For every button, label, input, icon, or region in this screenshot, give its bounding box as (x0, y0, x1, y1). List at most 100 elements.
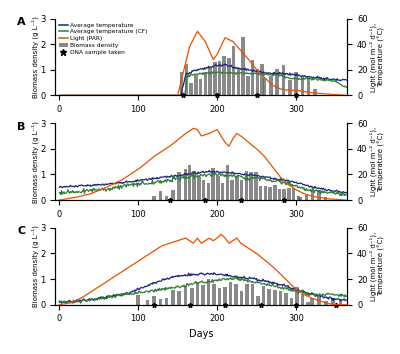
Bar (165, 196, 168, 200)
Bar (199, 79, 202, 95)
Bar (254, 172, 258, 200)
Bar (295, 287, 299, 305)
Bar (192, 171, 196, 200)
Bar (304, 195, 308, 200)
Bar (301, 77, 304, 95)
Bar (184, 64, 188, 95)
Bar (317, 296, 321, 305)
Y-axis label: Light (mol m⁻² d⁻¹),
Temperature (°C): Light (mol m⁻² d⁻¹), Temperature (°C) (369, 232, 385, 301)
Bar (324, 302, 328, 305)
Bar (190, 287, 194, 305)
Y-axis label: Light (mol m⁻² d⁻¹),
Temperature (°C): Light (mol m⁻² d⁻¹), Temperature (°C) (369, 22, 385, 92)
Bar (234, 284, 238, 305)
Bar (235, 177, 239, 200)
Y-axis label: Biomass density (g L⁻¹): Biomass density (g L⁻¹) (31, 121, 39, 202)
Bar (178, 172, 181, 200)
Bar (216, 176, 220, 200)
Bar (207, 279, 210, 305)
Bar (242, 37, 245, 95)
Bar (269, 76, 272, 95)
Bar (197, 177, 201, 200)
Text: C: C (17, 226, 26, 236)
Bar (178, 291, 181, 305)
Bar (213, 63, 216, 95)
Bar (218, 288, 221, 305)
Bar (152, 296, 156, 305)
Bar (338, 299, 342, 305)
Bar (311, 190, 314, 200)
Bar (212, 284, 216, 305)
Bar (256, 69, 259, 95)
Bar (275, 69, 279, 95)
Bar (212, 168, 215, 200)
Bar (232, 46, 236, 95)
Bar (201, 285, 205, 305)
Bar (324, 197, 327, 200)
Bar (273, 290, 276, 305)
Bar (188, 165, 191, 200)
Bar (245, 284, 249, 305)
Bar (189, 82, 193, 95)
Text: A: A (17, 17, 26, 27)
Bar (332, 298, 335, 305)
Bar (207, 183, 210, 200)
Bar (244, 171, 248, 200)
Bar (223, 287, 227, 305)
Bar (240, 291, 243, 305)
Bar (256, 296, 260, 305)
Bar (290, 298, 293, 305)
Bar (278, 189, 281, 200)
Bar (222, 56, 226, 95)
Bar (158, 299, 162, 305)
Bar (288, 80, 292, 95)
Bar (268, 289, 271, 305)
Bar (171, 190, 175, 200)
Bar (165, 298, 168, 305)
Bar (273, 185, 276, 200)
Bar (136, 295, 140, 305)
Bar (240, 179, 243, 200)
Bar (204, 72, 207, 95)
Bar (218, 61, 221, 95)
Bar (301, 295, 304, 305)
Bar (313, 89, 317, 95)
Bar (284, 293, 288, 305)
Bar (184, 169, 187, 200)
Bar (152, 196, 156, 200)
Legend: Average temperature, Average temperature (CF), Light (PAR), Biomass density, DNA: Average temperature, Average temperature… (58, 21, 148, 56)
Bar (196, 282, 199, 305)
Bar (180, 72, 183, 95)
Bar (259, 186, 262, 200)
Bar (282, 189, 286, 200)
Bar (317, 189, 321, 200)
Bar (262, 286, 266, 305)
Bar (249, 172, 253, 200)
Bar (171, 290, 175, 305)
Text: B: B (17, 122, 26, 132)
Bar (260, 64, 264, 95)
Bar (251, 60, 254, 95)
Bar (306, 302, 310, 305)
Bar (278, 291, 282, 305)
Bar (230, 180, 234, 200)
Bar (226, 165, 229, 200)
Bar (310, 298, 314, 305)
Bar (158, 191, 162, 200)
Bar (208, 68, 212, 95)
Bar (268, 187, 272, 200)
Bar (146, 299, 150, 305)
Bar (184, 286, 187, 305)
Bar (294, 72, 298, 95)
Bar (251, 284, 254, 305)
Bar (297, 195, 300, 200)
Y-axis label: Biomass density (g L⁻¹): Biomass density (g L⁻¹) (31, 16, 39, 98)
Bar (246, 76, 250, 95)
Bar (307, 76, 310, 95)
Bar (202, 180, 206, 200)
Bar (264, 186, 267, 200)
Bar (237, 68, 240, 95)
Y-axis label: Biomass density (g L⁻¹): Biomass density (g L⁻¹) (31, 225, 39, 307)
Bar (298, 197, 302, 200)
Bar (287, 188, 291, 200)
Bar (221, 183, 224, 200)
